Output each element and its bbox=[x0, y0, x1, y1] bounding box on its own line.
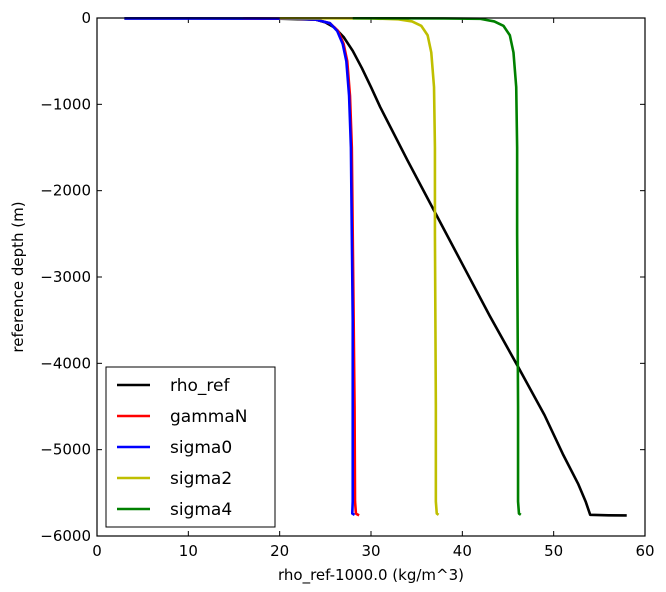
legend: rho_ref gammaN sigma0 sigma2 sigma4 bbox=[105, 366, 276, 528]
x-tick-label: 20 bbox=[270, 542, 289, 560]
legend-label: sigma0 bbox=[170, 438, 232, 458]
y-tick-label: −6000 bbox=[40, 527, 91, 545]
x-tick-label: 30 bbox=[361, 542, 380, 560]
y-tick-label: −3000 bbox=[40, 268, 91, 286]
x-axis-label: rho_ref-1000.0 (kg/m^3) bbox=[278, 566, 464, 585]
legend-label: gammaN bbox=[170, 407, 247, 427]
x-tick-label: 40 bbox=[453, 542, 472, 560]
series-line-sigma0 bbox=[124, 17, 356, 516]
series-line-sigma2 bbox=[279, 16, 440, 516]
legend-label: sigma2 bbox=[170, 469, 232, 489]
y-tick-label: −2000 bbox=[40, 182, 91, 200]
legend-label: rho_ref bbox=[170, 376, 230, 396]
plot-frame bbox=[96, 17, 646, 537]
y-tick-label: 0 bbox=[81, 9, 91, 27]
y-tick-label: −4000 bbox=[40, 354, 91, 372]
y-tick-label: −1000 bbox=[40, 95, 91, 113]
x-tick-label: 10 bbox=[179, 542, 198, 560]
series-layer bbox=[124, 16, 627, 517]
x-tick-label: 60 bbox=[635, 542, 654, 560]
y-axis-ticks: 0 −1000 −2000 −3000 −4000 −5000 −6000 bbox=[40, 9, 645, 545]
legend-label: sigma4 bbox=[170, 500, 232, 520]
x-tick-label: 50 bbox=[544, 542, 563, 560]
series-line-sigma4 bbox=[352, 16, 522, 516]
y-axis-label: reference depth (m) bbox=[9, 201, 27, 352]
x-tick-label: 0 bbox=[92, 542, 102, 560]
x-axis-ticks: 0 10 20 30 40 50 60 bbox=[92, 18, 655, 560]
y-tick-label: −5000 bbox=[40, 441, 91, 459]
